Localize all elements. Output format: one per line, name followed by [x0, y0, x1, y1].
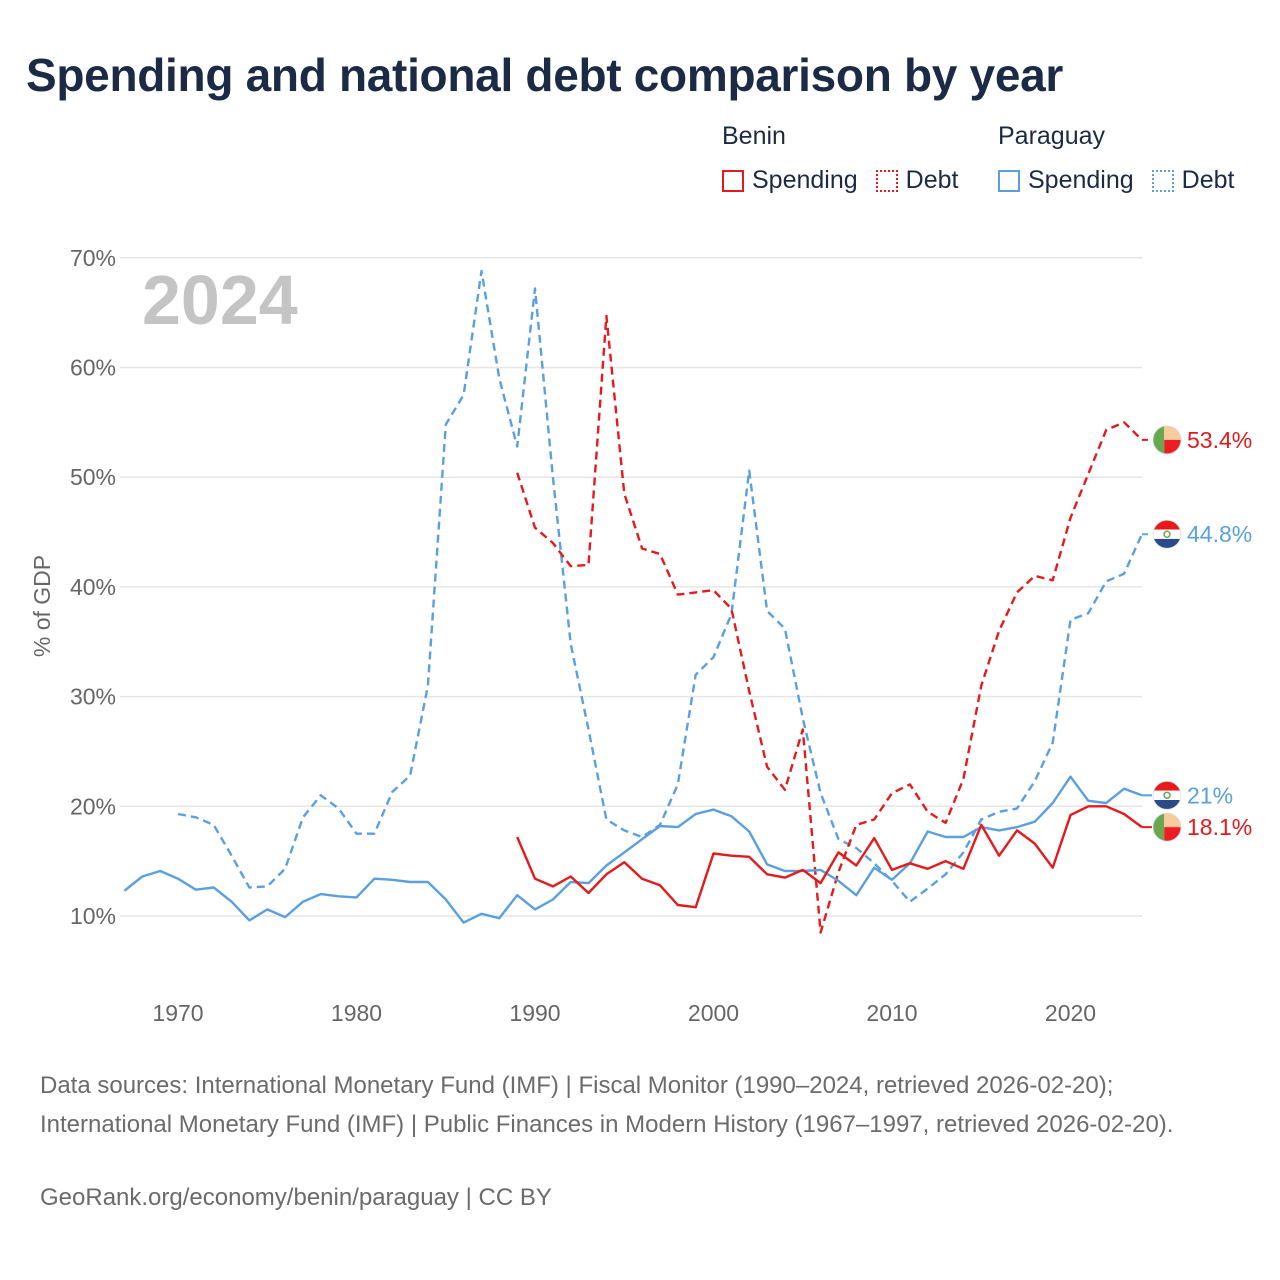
y-tick-label: 20%: [70, 793, 116, 819]
paraguay-flag: [1152, 519, 1182, 549]
y-axis-label: % of GDP: [29, 555, 55, 657]
legend-label: Debt: [1181, 166, 1235, 194]
legend-group-paraguay: Paraguay Spending Debt: [998, 122, 1234, 195]
y-tick-label: 70%: [70, 245, 116, 271]
x-tick-label: 2000: [688, 1000, 739, 1026]
legend-label: Debt: [905, 166, 959, 194]
series-line-benin-spending: [516, 805, 1143, 909]
chart-container: 10% 20% 30% 40% 50% 60% 70% 1970 1980 1990 2000 201…: [0, 220, 1280, 1040]
flag-white: [1153, 790, 1181, 800]
flag-emblem: [1163, 530, 1171, 538]
flag-outline: [1152, 519, 1182, 549]
credit-line[interactable]: GeoRank.org/economy/benin/paraguay | CC …: [40, 1184, 552, 1211]
flag-outline: [1152, 780, 1182, 810]
legend-group-benin: Benin Spending Debt: [722, 122, 976, 195]
legend-swatch-dotted: [1151, 169, 1174, 192]
y-tick-label: 40%: [70, 574, 116, 600]
flag-emblem: [1163, 791, 1171, 800]
end-value-label: 44.8%: [1187, 521, 1252, 547]
legend-swatch-solid: [722, 169, 744, 192]
legend-swatch-dotted: [875, 169, 898, 192]
legend-item-paraguay-spending[interactable]: Spending: [998, 166, 1134, 195]
legend-group-name: Paraguay: [998, 122, 1106, 150]
legend-label: Spending: [1028, 166, 1134, 194]
flag-body: [1153, 781, 1181, 810]
line-chart: 10% 20% 30% 40% 50% 60% 70% 1970 1980 1990 2000 201…: [29, 245, 1252, 1026]
flag-red: [1153, 520, 1181, 530]
flag-blue: [1153, 799, 1181, 810]
flag-green: [1153, 425, 1165, 454]
flag-white: [1153, 529, 1181, 539]
page-title: Spending and national debt comparison by…: [26, 49, 1063, 101]
end-value-label: 18.1%: [1187, 814, 1252, 840]
y-tick-label: 60%: [70, 355, 116, 381]
end-value-label: 53.4%: [1187, 427, 1252, 453]
x-tick-label: 1990: [509, 1000, 560, 1026]
x-tick-label: 1980: [331, 1000, 382, 1026]
legend-item-benin-debt[interactable]: Debt: [875, 166, 959, 195]
series-line-paraguay-spending: [123, 775, 1143, 924]
y-tick-label: 50%: [70, 464, 116, 490]
data-sources: Data sources: International Monetary Fun…: [40, 1072, 1174, 1138]
y-tick-label: 10%: [70, 903, 116, 929]
y-tick-label: 30%: [70, 684, 116, 710]
paraguay-flag: [1152, 780, 1182, 810]
flag-outline: [1152, 812, 1182, 842]
flag-red: [1153, 781, 1181, 791]
flag-outline: [1152, 425, 1182, 455]
legend-swatch-solid: [998, 169, 1020, 192]
flag-blue: [1153, 538, 1181, 549]
benin-flag: [1152, 425, 1182, 455]
legend-label: Spending: [752, 166, 858, 194]
legend-item-paraguay-debt[interactable]: Debt: [1151, 166, 1235, 195]
x-tick-label: 2010: [866, 1000, 917, 1026]
x-tick-label: 1970: [152, 1000, 203, 1026]
year-watermark: 2024: [142, 261, 298, 339]
end-value-label: 21%: [1187, 782, 1233, 808]
legend-item-benin-spending[interactable]: Spending: [722, 166, 858, 195]
benin-flag: [1152, 812, 1182, 842]
x-tick-label: 2020: [1045, 1000, 1096, 1026]
flag-green: [1153, 813, 1165, 842]
legend-group-name: Benin: [722, 122, 786, 150]
flag-body: [1153, 520, 1181, 549]
series-line-benin-debt: [516, 314, 1143, 934]
